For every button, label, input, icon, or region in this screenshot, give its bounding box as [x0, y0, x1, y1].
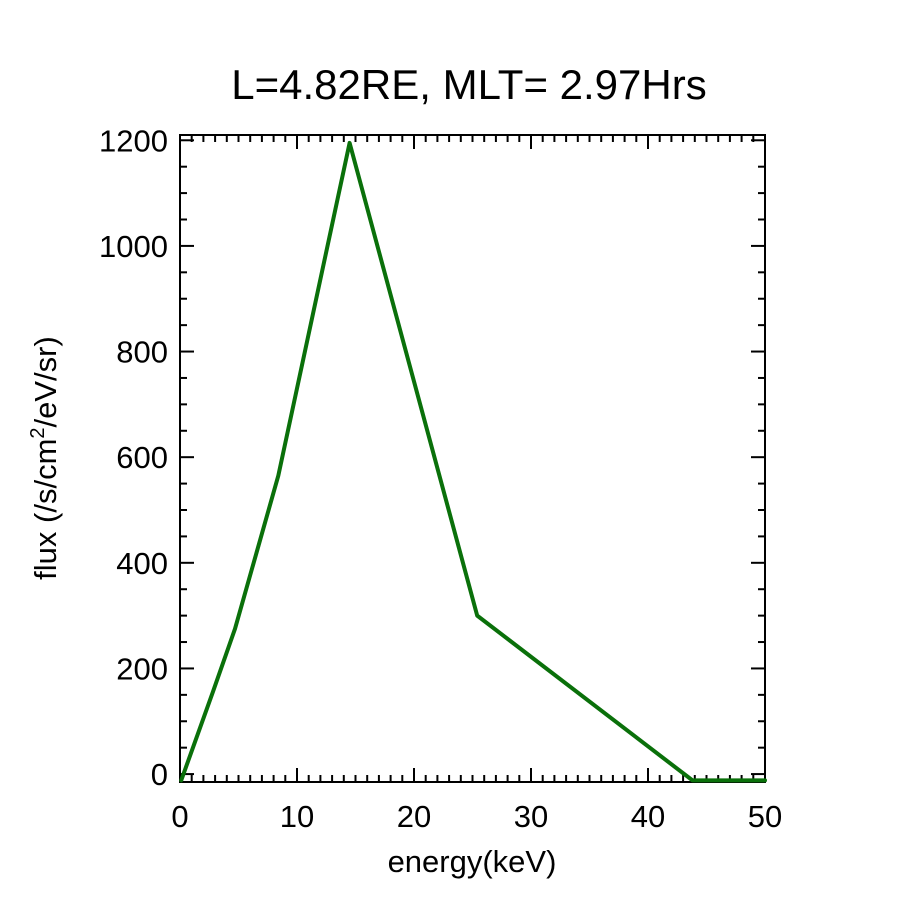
- y-tick-label: 200: [116, 651, 168, 686]
- plot-area: 0 10 20 30 40 50 0 200 400 600 800 1000 1200: [99, 123, 782, 834]
- x-tick-label: 20: [397, 799, 431, 834]
- y-axis-label-main: flux (/s/cm: [28, 439, 63, 580]
- y-axis-label: flux (/s/cm2/eV/sr): [27, 336, 63, 580]
- chart-title: L=4.82RE, MLT= 2.97Hrs: [231, 61, 706, 108]
- y-tick-label: 600: [116, 440, 168, 475]
- series-line: [179, 140, 767, 783]
- y-axis-tick-labels: 0 200 400 600 800 1000 1200: [99, 123, 168, 792]
- x-axis-label: energy(keV): [388, 844, 557, 879]
- y-tick-label: 400: [116, 546, 168, 581]
- y-axis-ticks: [180, 139, 765, 776]
- y-tick-label: 1200: [99, 123, 168, 158]
- x-tick-label: 30: [514, 799, 548, 834]
- x-tick-label: 10: [280, 799, 314, 834]
- series-layer: [179, 140, 767, 783]
- y-tick-label: 0: [151, 757, 168, 792]
- plot-frame: [179, 134, 766, 783]
- y-axis-label-superscript: 2: [27, 427, 49, 438]
- x-tick-label: 50: [748, 799, 782, 834]
- y-tick-label: 800: [116, 335, 168, 370]
- x-tick-label: 40: [631, 799, 665, 834]
- y-axis-label-tail: /eV/sr): [28, 336, 63, 427]
- x-axis-ticks: [179, 135, 766, 782]
- y-tick-label: 1000: [99, 229, 168, 264]
- x-axis-tick-labels: 0 10 20 30 40 50: [171, 799, 782, 834]
- x-tick-label: 0: [171, 799, 188, 834]
